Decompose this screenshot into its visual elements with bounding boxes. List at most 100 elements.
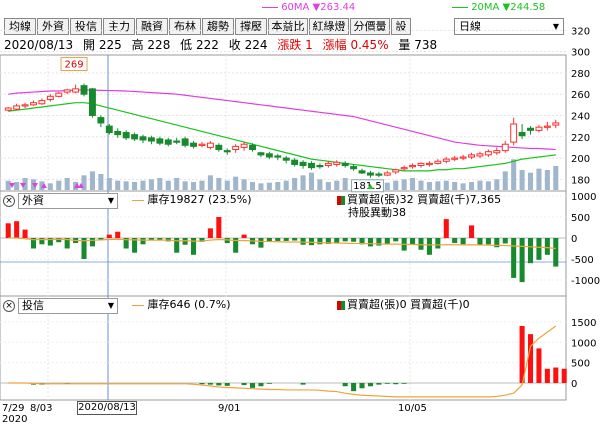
signal-triangle (78, 183, 84, 188)
trust-bar (553, 367, 559, 383)
x-axis-label: 7/29 (2, 403, 24, 414)
candle-body (291, 159, 299, 165)
panel2-holding: 持股異動38 (348, 206, 406, 219)
volume-bar (342, 178, 348, 190)
candle-body (417, 162, 425, 167)
foreign-bar (266, 238, 272, 242)
volume-bar (233, 176, 239, 190)
panel2-inventory: 庫存19827 (23.5%) (147, 193, 252, 206)
candle-body (468, 154, 475, 158)
candle-body (38, 100, 46, 105)
candle-body (308, 162, 315, 169)
volume-bar (283, 180, 289, 190)
foreign-bar (544, 238, 550, 255)
toolbar-button-9[interactable]: 紅綠燈 (309, 18, 349, 35)
foreign-bar (494, 238, 500, 248)
price-axis-label: 260 (571, 90, 590, 101)
ma20-legend-text: 20MA ▼244.58 (471, 2, 546, 13)
buy-swatch (337, 300, 341, 310)
volume-bar (89, 171, 95, 190)
foreign-bar (342, 238, 348, 242)
sell-swatch (341, 195, 345, 205)
trust-axis-label: 1000 (571, 338, 596, 349)
trust-bar (216, 383, 222, 386)
volume-bar (140, 180, 146, 190)
candle-body (375, 173, 383, 176)
volume-bar (207, 175, 213, 190)
candle-body (72, 88, 80, 93)
volume-bar (443, 180, 449, 190)
panel3-select[interactable]: 投信 ▼ (18, 298, 118, 314)
foreign-axis-label: 0 (571, 234, 577, 245)
volume-bar (544, 170, 550, 190)
price-axis-label: 320 (571, 26, 590, 37)
open-label: 開 (83, 38, 96, 52)
low-value: 222 (196, 38, 219, 52)
foreign-bar (511, 238, 517, 278)
trust-bar (207, 383, 213, 385)
volume-value: 738 (414, 38, 438, 52)
info-date: 2020/08/13 (4, 38, 74, 52)
panel3-close-icon[interactable]: × (3, 300, 15, 312)
inventory-line-swatch (132, 304, 144, 306)
trust-bar (536, 348, 542, 383)
volume-bar (47, 183, 53, 190)
candle-body (282, 157, 290, 161)
panel2-close-icon[interactable]: × (3, 195, 15, 207)
volume-bar (39, 181, 45, 190)
volume-bar (477, 180, 483, 190)
volume-bar (527, 172, 534, 190)
x-axis-label: 9/01 (218, 403, 240, 414)
candle-body (527, 127, 534, 131)
volume-bar (56, 180, 62, 190)
year-label: 2020 (2, 414, 27, 425)
foreign-bar (308, 238, 315, 246)
close-value: 224 (244, 38, 268, 52)
foreign-bar (359, 238, 365, 245)
foreign-bar (502, 238, 508, 244)
foreign-bar (182, 238, 188, 245)
candle-body (400, 167, 408, 170)
candle-body (476, 153, 484, 157)
foreign-bar (216, 217, 222, 238)
close-label: 收 (228, 38, 241, 52)
cursor-date-box: 2020/08/13 (77, 401, 137, 415)
volume-bar (292, 178, 298, 190)
signal-triangle (367, 184, 374, 189)
foreign-bar (410, 238, 416, 245)
x-axis-label: 10/05 (398, 403, 427, 414)
panel3-inventory: 庫存646 (0.7%) (147, 298, 231, 311)
volume-bar (393, 180, 399, 190)
candle-body (299, 161, 307, 167)
toolbar-button-3[interactable]: 主力 (103, 18, 135, 35)
panel2-select[interactable]: 外資 ▼ (18, 193, 118, 209)
volume-bar (452, 182, 458, 190)
foreign-axis-label: 500 (571, 213, 590, 224)
low-label: 低 (180, 38, 193, 52)
trust-panel (8, 325, 567, 398)
volume-bar (258, 183, 264, 190)
foreign-inventory-line (8, 237, 556, 250)
price-axis-label: 220 (571, 133, 590, 144)
volume-bar (115, 180, 121, 190)
ma60-legend-text: 60MA ▼263.44 (281, 2, 356, 13)
volume-bar (81, 175, 87, 190)
trust-inventory-line (8, 325, 557, 398)
trust-bar (393, 383, 399, 385)
foreign-bar (14, 221, 20, 238)
x-axis-label: 8/03 (30, 403, 52, 414)
pct-label: 漲幅 (322, 38, 347, 52)
foreign-axis-label: -500 (571, 255, 594, 266)
panel3-select-value: 投信 (22, 299, 44, 312)
panel3-buysell: 買賣超(張)0 買賣超(千)0 (347, 298, 470, 311)
volume-bar (469, 182, 475, 190)
price-axis-label: 240 (571, 111, 590, 122)
trust-bar (527, 334, 534, 383)
candle-body (147, 137, 155, 142)
candle-body (105, 125, 113, 134)
trust-axis-label: 500 (571, 359, 590, 370)
ma20-legend-line (452, 6, 468, 8)
toolbar-button-7[interactable]: 撐壓 (235, 18, 267, 35)
